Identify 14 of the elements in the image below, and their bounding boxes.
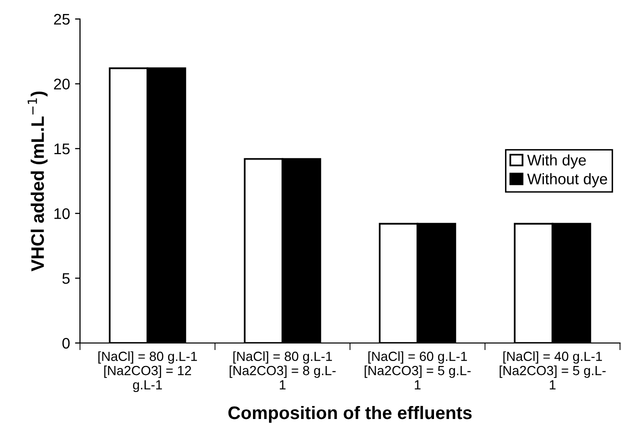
x-tick-label: [NaCl] = 80 g.L-1 [Na2CO3] = 8 g.L- 1 <box>230 351 336 390</box>
y-tick-label: 20 <box>54 78 70 90</box>
y-tick-label: 25 <box>54 14 70 25</box>
x-axis-title: Composition of the effluents <box>228 406 472 423</box>
x-tick-label: [NaCl] = 80 g.L-1 [Na2CO3] = 12 g.L-1 <box>98 351 197 392</box>
y-axis-title: VHCl added (mL.L$^{−1}$) <box>28 92 48 272</box>
y-tick-label: 0 <box>62 338 70 349</box>
legend-label: Without dye <box>527 173 608 188</box>
y-tick-label: 5 <box>62 273 70 284</box>
legend-label: With dye <box>527 154 586 169</box>
x-tick-label: [NaCl] = 40 g.L-1 [Na2CO3] = 5 g.L- 1 <box>500 351 606 390</box>
y-tick-label: 10 <box>54 208 70 220</box>
y-tick-label: 15 <box>54 144 70 154</box>
x-tick-label: [NaCl] = 60 g.L-1 [Na2CO3] = 5 g.L- 1 <box>364 351 471 390</box>
